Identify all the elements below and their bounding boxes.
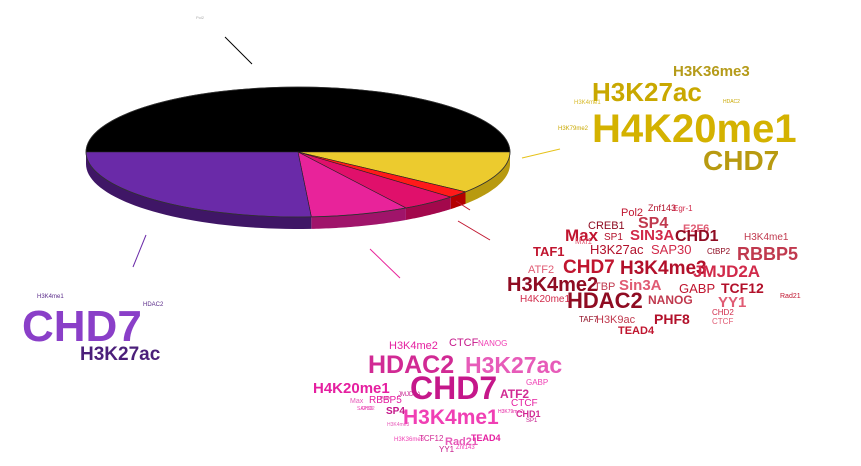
word-purple-3: H3K27ac	[80, 344, 161, 365]
word-gold-2: H4K20me1	[592, 107, 797, 151]
word-red-7: SP1	[604, 232, 623, 243]
word-magenta-4: H3K27ac	[465, 352, 562, 378]
pie-outline	[85, 86, 511, 218]
word-black-0: Pol2	[196, 15, 205, 20]
word-magenta-19: H3K4me3	[387, 422, 409, 428]
word-magenta-2: NANOG	[478, 339, 507, 348]
word-red-23: Sin3A	[619, 277, 662, 294]
word-magenta-22: H3K36me3	[394, 437, 425, 443]
word-red-12: TAF1	[533, 244, 565, 259]
word-gold-5: H3K79me2	[558, 126, 589, 132]
word-red-1: Znf143	[648, 203, 676, 213]
leader-lines	[132, 36, 561, 279]
word-purple-0: H3K4me1	[37, 294, 64, 300]
word-red-13: H3K27ac	[590, 242, 644, 257]
word-magenta-1: CTCF	[449, 337, 479, 349]
word-magenta-24: Rad21	[445, 436, 478, 448]
word-magenta-7: GABP	[526, 378, 548, 387]
word-magenta-15: CTCF	[511, 398, 538, 409]
word-red-10: H3K4me1	[744, 232, 789, 243]
word-red-21: H3K4me2	[507, 274, 598, 296]
word-red-31: PHF8	[654, 311, 690, 327]
word-magenta-25: TEAD4	[471, 433, 501, 443]
word-magenta-27: Znf143	[456, 445, 475, 451]
word-magenta-12: SAP30	[357, 406, 373, 412]
pie-side-purple	[86, 152, 312, 229]
word-red-20: JMJD2A	[693, 262, 760, 281]
pie-3d-side	[86, 152, 510, 229]
word-magenta-0: H3K4me2	[389, 340, 438, 352]
word-magenta-3: HDAC2	[368, 351, 454, 379]
word-magenta-18: CHD1	[516, 409, 541, 419]
word-magenta-11: JMJD2A	[398, 392, 421, 398]
leader-line-magenta	[369, 248, 401, 279]
word-red-33: TAF7	[579, 315, 599, 324]
word-red-5: E2F6	[683, 223, 709, 235]
word-red-36: TEAD4	[618, 325, 655, 337]
pie-slice-purple	[85, 151, 312, 218]
word-red-19: H3K4me3	[620, 258, 707, 279]
word-red-26: H4K20me1	[520, 294, 570, 305]
word-red-14: SAP30	[651, 242, 691, 257]
word-red-9: CHD1	[675, 228, 719, 245]
word-magenta-10: RBBP5	[369, 395, 402, 406]
word-red-16: RBBP5	[737, 244, 798, 264]
word-red-15: CtBP2	[707, 247, 731, 256]
word-magenta-14: CHD2	[361, 406, 375, 412]
word-magenta-5: H4K20me1	[313, 380, 390, 397]
leader-line-crimson	[455, 200, 471, 211]
word-red-27: HDAC2	[567, 288, 643, 313]
word-magenta-23: TCF12	[419, 434, 444, 443]
word-red-35: CTCF	[712, 317, 733, 326]
pie-side-crimson	[405, 197, 451, 220]
word-gold-1: H3K27ac	[592, 77, 702, 107]
word-red-24: GABP	[679, 281, 715, 296]
leader-line-purple	[132, 234, 147, 268]
word-cloud-black: Pol2	[196, 15, 205, 20]
word-red-2: Egr-1	[673, 204, 693, 213]
word-magenta-20: H3K79me2	[498, 409, 523, 415]
pie-side-magenta	[311, 207, 406, 229]
word-red-0: Pol2	[621, 207, 643, 219]
word-red-11: Mxi1	[575, 237, 592, 246]
word-gold-6: HDAC2	[723, 99, 740, 105]
word-red-32: CHD2	[712, 308, 734, 317]
word-magenta-6: CHD7	[410, 370, 497, 406]
word-magenta-13: PoD	[380, 396, 390, 402]
word-red-25: TCF12	[721, 280, 764, 296]
word-magenta-21: SP1	[526, 418, 538, 424]
word-red-6: Max	[565, 226, 599, 245]
pie-slice-black	[85, 86, 511, 153]
word-red-8: SIN3A	[630, 227, 674, 244]
leader-line-black	[224, 36, 253, 65]
word-red-17: ATF2	[528, 264, 554, 276]
pie-top-face	[85, 86, 511, 218]
leader-line-red	[457, 220, 491, 241]
word-red-29: YY1	[718, 294, 746, 311]
pie-side-gold	[465, 152, 510, 204]
word-red-22: TBP	[594, 281, 615, 293]
word-purple-2: CHD7	[22, 302, 142, 351]
word-red-3: CREB1	[588, 220, 625, 232]
word-magenta-17: H3K4me1	[403, 406, 499, 429]
word-magenta-9: Max	[350, 398, 364, 405]
word-red-30: Rad21	[780, 293, 801, 300]
word-magenta-16: SP4	[386, 406, 405, 417]
word-magenta-8: ATF2	[500, 387, 529, 401]
word-red-28: NANOG	[648, 293, 693, 307]
word-purple-1: HDAC2	[143, 302, 164, 308]
word-magenta-26: YY1	[439, 445, 455, 454]
word-gold-3: CHD7	[703, 145, 779, 176]
word-gold-4: H3K4me1	[574, 100, 601, 106]
word-red-4: SP4	[638, 215, 668, 232]
word-red-34: H3K9ac	[596, 314, 636, 326]
word-red-18: CHD7	[563, 257, 615, 278]
leader-line-gold	[521, 148, 561, 159]
word-gold-0: H3K36me3	[673, 63, 750, 80]
